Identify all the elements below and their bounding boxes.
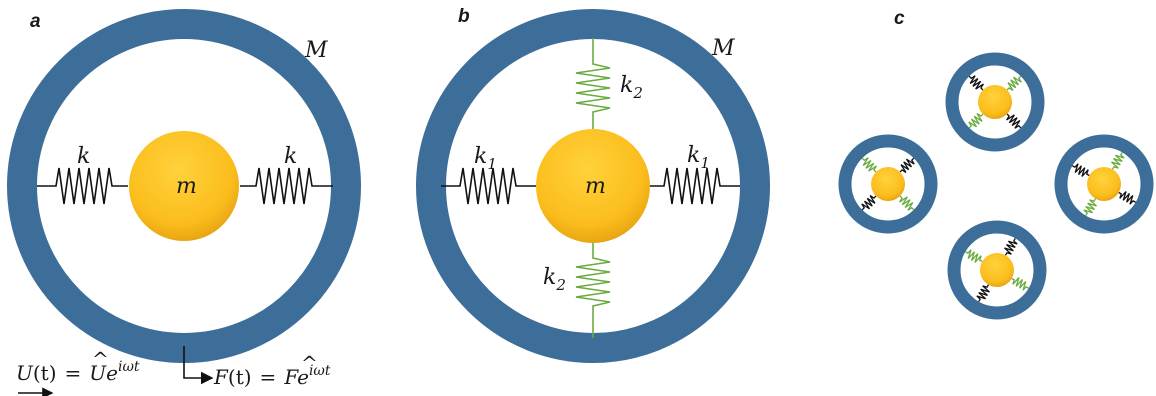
spring-k2-top-label: k2 xyxy=(620,73,643,102)
force-hat: ^ xyxy=(301,351,318,375)
spring-k2-bottom xyxy=(575,242,611,338)
inner-mass-label: m xyxy=(585,174,606,199)
spring-k2 xyxy=(1083,198,1097,216)
spring-right xyxy=(240,167,333,205)
cell-top xyxy=(945,52,1045,152)
spring-k2 xyxy=(965,249,983,263)
force-equation: F(t) = Feiωt ^ xyxy=(183,346,331,389)
inner-mass xyxy=(871,167,905,201)
inner-mass xyxy=(129,131,239,241)
outer-ring-mass xyxy=(1054,134,1154,234)
displacement-hat: ^ xyxy=(92,347,109,371)
spring-k1 xyxy=(1072,163,1090,177)
outer-ring-mass xyxy=(416,9,770,363)
spring-k1 xyxy=(899,157,915,173)
inner-mass xyxy=(978,85,1012,119)
spring-k1 xyxy=(1004,238,1018,256)
spring-k2 xyxy=(861,157,877,173)
panel-a: a M k k m U(t) = Ueiωt ^ F(t) = Feiωt ^ xyxy=(7,9,361,396)
spring-k1 xyxy=(968,75,984,91)
cell-right xyxy=(1054,134,1154,234)
spring-k2 xyxy=(968,113,984,129)
outer-ring-mass xyxy=(947,220,1047,320)
spring-k1-left xyxy=(441,167,537,205)
spring-k2 xyxy=(1111,152,1125,170)
outer-mass-label: M xyxy=(711,36,735,61)
spring-k2 xyxy=(1006,75,1022,91)
force-arrow xyxy=(183,346,214,385)
spring-k1-right-label: k1 xyxy=(687,143,710,172)
inner-mass xyxy=(980,253,1014,287)
spring-k2 xyxy=(899,195,915,211)
cell-left xyxy=(838,134,938,234)
inner-mass xyxy=(536,129,650,243)
spring-k1 xyxy=(1118,191,1136,205)
displacement-equation: U(t) = Ueiωt ^ xyxy=(16,347,140,396)
spring-left-label: k xyxy=(77,144,90,169)
outer-ring-mass xyxy=(945,52,1045,152)
cell-bottom xyxy=(947,220,1047,320)
spring-k1-left-label: k1 xyxy=(474,144,497,173)
inner-mass xyxy=(1087,167,1121,201)
spring-k1-right xyxy=(649,167,740,205)
outer-mass-label: M xyxy=(304,38,328,63)
panel-b: b M k1 k1 k2 k2 m xyxy=(416,6,770,363)
spring-k2-bottom-label: k2 xyxy=(543,265,566,294)
spring-k1 xyxy=(1006,113,1022,129)
resonator-array xyxy=(838,52,1154,320)
panel-c-label: c xyxy=(894,8,905,29)
spring-right-label: k xyxy=(284,144,297,169)
spring-k2-top xyxy=(575,38,611,130)
panel-a-label: a xyxy=(30,11,41,32)
panel-c: c xyxy=(838,8,1154,320)
panel-b-label: b xyxy=(458,6,470,27)
spring-k2 xyxy=(1011,277,1029,291)
spring-left xyxy=(37,167,128,205)
inner-mass-label: m xyxy=(176,174,197,199)
displacement-text: U(t) = Ueiωt xyxy=(16,359,140,385)
spring-k1 xyxy=(976,284,990,302)
outer-ring-mass xyxy=(838,134,938,234)
spring-k1 xyxy=(861,195,877,211)
force-text: F(t) = Feiωt xyxy=(213,363,331,389)
